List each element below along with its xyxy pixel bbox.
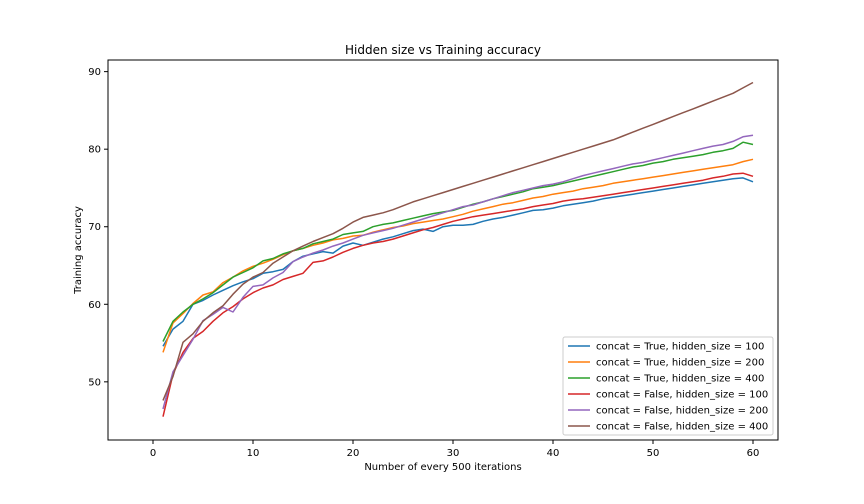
legend-entry: concat = True, hidden_size = 200 [596, 358, 764, 369]
legend-entry: concat = True, hidden_size = 400 [596, 374, 764, 385]
series-line-6 [162, 81, 754, 401]
series-layer [162, 81, 754, 417]
x-tick-label: 50 [647, 448, 660, 459]
x-tick-label: 0 [150, 448, 156, 459]
chart-title: Hidden size vs Training accuracy [345, 43, 541, 57]
legend-entry: concat = False, hidden_size = 100 [596, 390, 768, 401]
y-tick-label: 80 [88, 145, 101, 156]
series-line-1 [162, 177, 754, 347]
x-axis-ticks: 0 10 20 30 40 50 60 [150, 440, 760, 459]
x-tick-label: 10 [247, 448, 260, 459]
y-tick-label: 50 [88, 377, 101, 388]
plot-frame [107, 59, 779, 441]
y-tick-label: 60 [88, 300, 101, 311]
legend-entry: concat = True, hidden_size = 100 [596, 342, 764, 353]
x-tick-label: 20 [347, 448, 360, 459]
legend-box [562, 336, 774, 436]
series-line-5 [162, 134, 754, 410]
series-line-2 [162, 158, 754, 353]
y-tick-label: 70 [88, 222, 101, 233]
series-line-4 [162, 172, 754, 417]
legend: concat = True, hidden_size = 100 concat =… [562, 336, 774, 436]
y-tick-label: 90 [88, 67, 101, 78]
x-tick-label: 60 [747, 448, 760, 459]
x-axis-label: Number of every 500 iterations [364, 462, 521, 473]
legend-entry: concat = False, hidden_size = 200 [596, 406, 768, 417]
y-axis-ticks: 50 60 70 80 90 [88, 67, 108, 388]
x-tick-label: 30 [447, 448, 460, 459]
x-tick-label: 40 [547, 448, 560, 459]
legend-entry: concat = False, hidden_size = 400 [596, 422, 768, 433]
y-axis-label: Training accuracy [73, 206, 84, 295]
